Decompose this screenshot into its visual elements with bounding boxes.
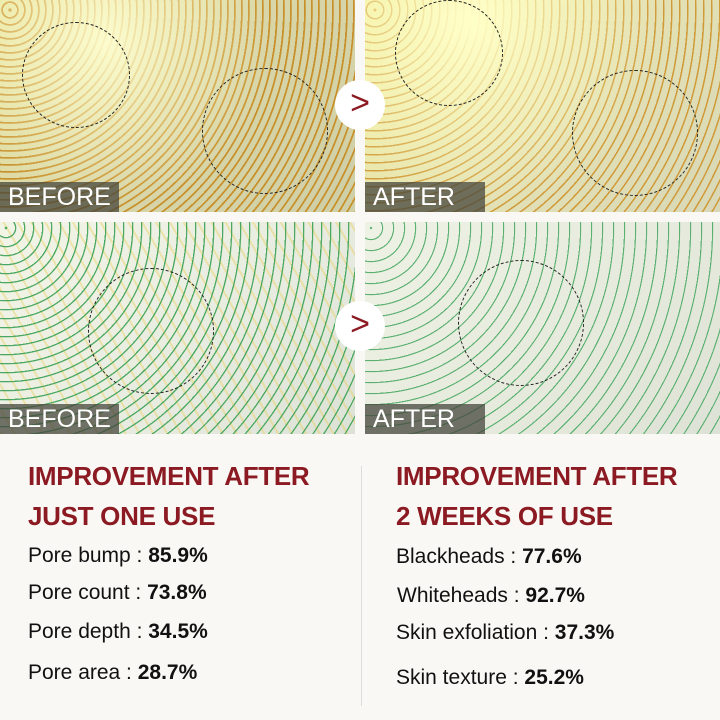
chevron-right-icon: > [335, 301, 385, 351]
stat-value: 25.2% [524, 666, 584, 689]
divider [361, 466, 362, 706]
after-photo-pores: AFTER [365, 0, 720, 212]
stat-label: Skin texture : [396, 666, 525, 689]
before-photo-pores: BEFORE [0, 0, 355, 212]
stat-value: 85.9% [148, 544, 208, 567]
highlight-circle [572, 70, 698, 196]
after-label: AFTER [365, 404, 485, 434]
stat-value: 77.6% [522, 545, 582, 568]
stat-pore-depth: Pore depth : 34.5% [28, 620, 208, 644]
highlight-circle [88, 268, 214, 394]
stat-value: 37.3% [554, 621, 615, 644]
stat-whiteheads: Whiteheads : 92.7% [397, 584, 585, 608]
stat-skin-exfoliation: Skin exfoliation : 37.3% [396, 621, 614, 645]
stat-blackheads: Blackheads : 77.6% [396, 545, 582, 569]
right-heading-line2: 2 WEEKS OF USE [396, 501, 613, 531]
after-photo-texture: AFTER [365, 222, 720, 434]
stat-pore-bump: Pore bump : 85.9% [28, 544, 208, 568]
stat-value: 92.7% [525, 584, 585, 607]
highlight-circle [458, 260, 584, 386]
before-label: BEFORE [0, 182, 119, 212]
left-heading-line1: IMPROVEMENT AFTER [28, 461, 310, 491]
stat-value: 28.7% [137, 661, 198, 684]
stat-label: Whiteheads : [397, 584, 526, 607]
chevron-right-icon: > [335, 80, 385, 130]
stat-pore-count: Pore count : 73.8% [28, 581, 207, 605]
stat-value: 73.8% [147, 581, 207, 604]
before-label: BEFORE [0, 404, 119, 434]
highlight-circle [22, 22, 130, 128]
stat-label: Blackheads : [396, 545, 523, 568]
right-heading-line1: IMPROVEMENT AFTER [396, 461, 678, 491]
stat-pore-area: Pore area : 28.7% [28, 661, 197, 685]
stat-label: Pore depth : [28, 620, 149, 643]
highlight-circle [395, 0, 503, 106]
before-photo-texture: BEFORE [0, 222, 355, 434]
stat-value: 34.5% [148, 620, 208, 643]
left-heading-line2: JUST ONE USE [28, 501, 216, 531]
stat-skin-texture: Skin texture : 25.2% [396, 666, 584, 690]
highlight-circle [202, 68, 328, 194]
stat-label: Skin exfoliation : [396, 621, 555, 644]
stat-label: Pore count : [28, 581, 148, 604]
after-label: AFTER [365, 182, 485, 212]
stat-label: Pore bump : [28, 544, 149, 567]
stat-label: Pore area : [28, 661, 138, 684]
